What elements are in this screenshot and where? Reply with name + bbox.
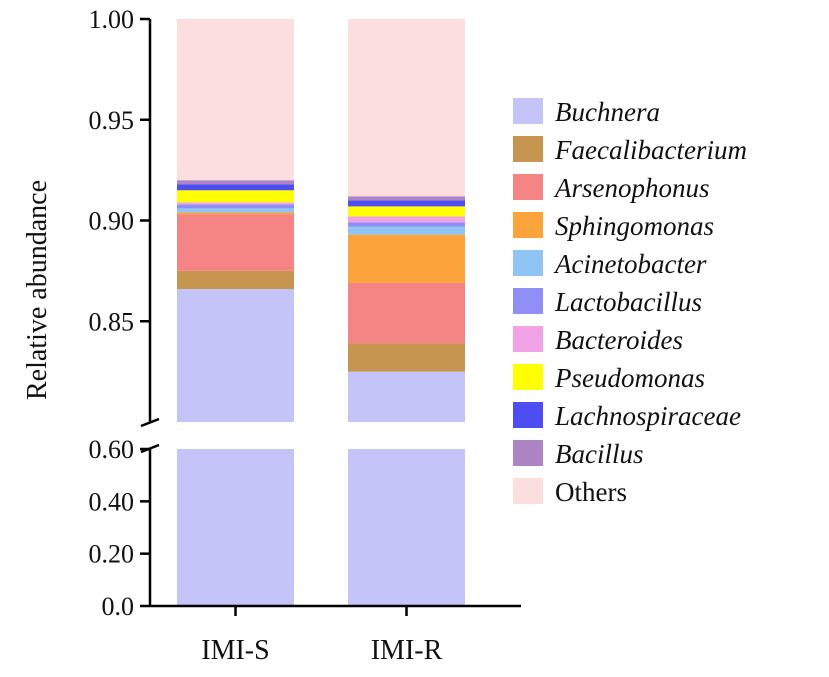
bar-segment-imi-s-others: [177, 19, 294, 181]
bar-segment-imi-r-pseudomonas: [348, 206, 465, 217]
bar-segment-imi-s-pseudomonas: [177, 190, 294, 203]
bar-segment-imi-r-faecalibacterium: [348, 343, 465, 372]
legend-label-lactobacillus: Lactobacillus: [554, 287, 702, 317]
legend-label-bacillus: Bacillus: [555, 439, 644, 469]
y-tick-label: 0.95: [89, 106, 135, 135]
legend-swatch-bacteroides: [513, 326, 543, 352]
y-tick-label: 0.20: [89, 540, 135, 569]
y-tick-label: 0.90: [89, 207, 135, 236]
legend-swatch-lachnospiraceae: [513, 402, 543, 428]
y-ticks-group: 0.0 0.20 0.40 0.60 0.85 0.90 0.95 1.00: [89, 5, 150, 621]
bar-segment-imi-s-sphingomonas: [177, 212, 294, 215]
bar-segment-imi-s-bacillus: [177, 180, 294, 185]
legend-label-lachnospiraceae: Lachnospiraceae: [554, 401, 741, 431]
bar-segment-imi-r-buchnera: [348, 371, 465, 422]
bar-segment-imi-s-bacteroides: [177, 202, 294, 205]
legend-label-sphingomonas: Sphingomonas: [555, 211, 714, 241]
bar-lower-imi-s-buchnera: [177, 449, 294, 606]
y-tick-label: 0.40: [89, 487, 135, 516]
x-category-label: IMI-R: [371, 635, 443, 666]
bar-segment-imi-r-acinetobacter: [348, 226, 465, 235]
bar-segment-imi-s-buchnera: [177, 289, 294, 422]
bar-segment-imi-s-acinetobacter: [177, 208, 294, 213]
x-categories-group: IMI-S IMI-R: [201, 606, 443, 666]
bar-segment-imi-r-others: [348, 19, 465, 197]
bar-segment-imi-s-arsenophonus: [177, 214, 294, 271]
legend-label-arsenophonus: Arsenophonus: [553, 173, 710, 203]
legend-swatch-acinetobacter: [513, 250, 543, 276]
y-tick-label: 0.60: [89, 435, 135, 464]
bar-segment-imi-r-bacillus: [348, 196, 465, 201]
y-tick-label: 0.85: [89, 307, 135, 336]
axis-break-mark-top: [140, 417, 160, 428]
bar-segment-imi-s-faecalibacterium: [177, 270, 294, 290]
y-tick-label: 1.00: [89, 5, 135, 34]
bar-segment-imi-r-sphingomonas: [348, 234, 465, 283]
bar-segment-imi-r-lactobacillus: [348, 222, 465, 227]
legend-swatch-lactobacillus: [513, 288, 543, 314]
legend-label-faecalibacterium: Faecalibacterium: [554, 135, 747, 165]
legend-label-buchnera: Buchnera: [555, 97, 660, 127]
legend-swatch-sphingomonas: [513, 212, 543, 238]
bar-segment-imi-r-lachnospiraceae: [348, 200, 465, 207]
bar-segment-imi-s-lachnospiraceae: [177, 184, 294, 191]
legend-swatch-bacillus: [513, 440, 543, 466]
legend-swatch-arsenophonus: [513, 174, 543, 200]
legend: Buchnera Faecalibacterium Arsenophonus Sphi…: [513, 97, 747, 507]
legend-label-pseudomonas: Pseudomonas: [554, 363, 705, 393]
legend-label-others: Others: [555, 477, 627, 507]
legend-swatch-others: [513, 478, 543, 504]
bar-segment-imi-r-bacteroides: [348, 216, 465, 223]
bar-segment-imi-s-lactobacillus: [177, 204, 294, 209]
x-category-label: IMI-S: [201, 635, 269, 666]
legend-swatch-pseudomonas: [513, 364, 543, 390]
y-tick-label: 0.0: [102, 592, 135, 621]
legend-label-bacteroides: Bacteroides: [555, 325, 683, 355]
legend-swatch-buchnera: [513, 98, 543, 124]
bar-segment-imi-r-arsenophonus: [348, 282, 465, 344]
legend-swatch-faecalibacterium: [513, 136, 543, 162]
y-axis-title: Relative abundance: [22, 180, 53, 400]
legend-label-acinetobacter: Acinetobacter: [553, 249, 707, 279]
bar-lower-imi-r-buchnera: [348, 449, 465, 606]
bars-group: [177, 19, 465, 606]
